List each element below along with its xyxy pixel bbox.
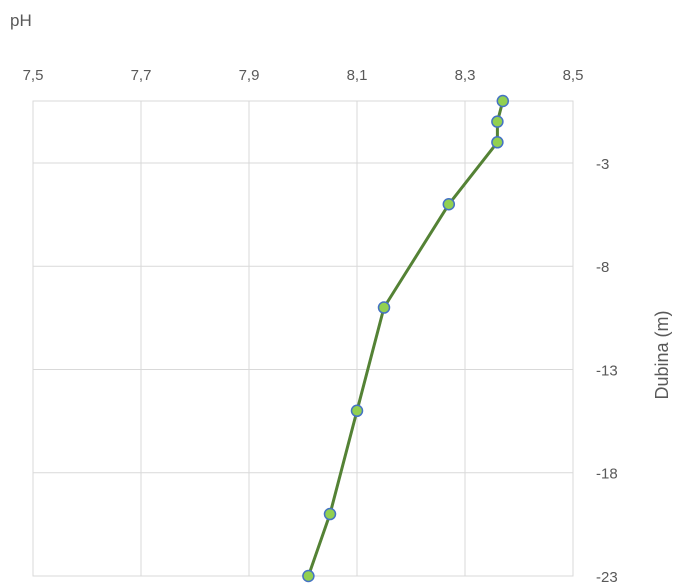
data-point bbox=[496, 94, 510, 108]
x-tick-label: 7,7 bbox=[131, 67, 152, 84]
y-tick-label: -8 bbox=[596, 259, 609, 276]
y-tick-label: -18 bbox=[596, 466, 618, 483]
y-tick-labels: -3 -8 -13 -18 -23 bbox=[596, 156, 618, 586]
x-tick-label: 8,3 bbox=[455, 67, 476, 84]
x-tick-label: 8,5 bbox=[563, 67, 584, 84]
x-tick-labels: 7,5 7,7 7,9 8,1 8,3 8,5 bbox=[23, 67, 584, 84]
y-tick-label: -3 bbox=[596, 156, 609, 173]
x-tick-label: 7,9 bbox=[239, 67, 260, 84]
chart-title: pH bbox=[10, 11, 32, 30]
plot-area-border bbox=[32, 100, 574, 577]
y-tick-label: -23 bbox=[596, 569, 618, 586]
data-point bbox=[491, 136, 504, 149]
y-axis-label: Dubina (m) bbox=[652, 310, 672, 399]
data-point bbox=[323, 507, 337, 521]
series-line bbox=[306, 100, 505, 577]
grid bbox=[32, 100, 574, 577]
data-points bbox=[302, 94, 510, 583]
y-tick-label: -13 bbox=[596, 362, 618, 379]
x-tick-label: 7,5 bbox=[23, 67, 44, 84]
data-point bbox=[302, 569, 315, 583]
x-tick-label: 8,1 bbox=[347, 67, 368, 84]
data-point bbox=[491, 115, 504, 128]
data-point bbox=[377, 301, 391, 314]
data-point bbox=[350, 404, 364, 418]
series-line-group bbox=[306, 100, 505, 577]
data-point bbox=[442, 198, 456, 211]
